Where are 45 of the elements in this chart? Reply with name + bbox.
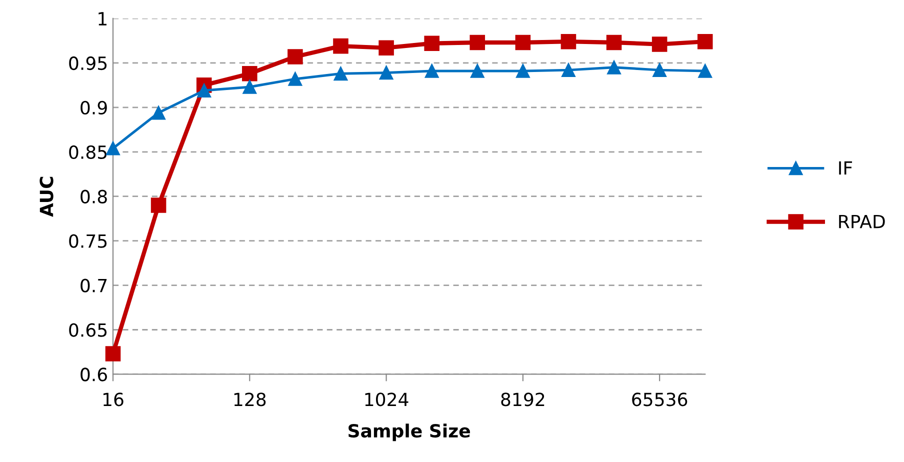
y-tick-label: 0.65 (69, 323, 107, 337)
y-tick-label: 0.85 (69, 145, 107, 159)
point (562, 63, 576, 78)
point (652, 63, 667, 78)
point (470, 64, 484, 78)
point (607, 60, 621, 74)
legend-label: IF (839, 161, 852, 175)
y-tick-label: 0.6 (80, 368, 108, 382)
point (334, 66, 348, 81)
y-tick-label: 0.95 (69, 56, 107, 70)
y-tick-label: 0.9 (80, 100, 107, 115)
point (606, 34, 622, 50)
point (378, 40, 394, 56)
y-tick-label: 0.8 (80, 190, 107, 204)
point (288, 72, 302, 86)
x-tick-label: 65536 (632, 392, 688, 406)
y-tick-label: 1 (98, 12, 106, 26)
point (697, 34, 713, 50)
legend-label: RPAD (839, 214, 885, 228)
y-tick-label: 0.75 (69, 234, 107, 248)
x-tick-label: 8192 (501, 392, 544, 406)
y-axis-title: AUC (40, 176, 54, 217)
point (333, 38, 348, 54)
point (424, 36, 440, 52)
point (424, 64, 439, 78)
x-tick-label: 128 (234, 392, 266, 406)
point (379, 66, 394, 80)
x-tick-label: 16 (103, 392, 124, 406)
point (560, 34, 576, 50)
point (698, 64, 712, 78)
point (106, 141, 120, 156)
point (105, 346, 121, 362)
point (197, 84, 212, 98)
point (242, 80, 257, 94)
point (652, 36, 668, 52)
point (152, 106, 166, 120)
point (515, 34, 531, 50)
point (288, 49, 303, 64)
x-axis-title: Sample Size (348, 424, 470, 442)
point (150, 198, 166, 213)
point (242, 66, 258, 82)
y-tick-label: 0.7 (80, 278, 107, 292)
point (516, 64, 530, 78)
x-tick-label: 1024 (365, 392, 408, 406)
point (470, 34, 486, 50)
